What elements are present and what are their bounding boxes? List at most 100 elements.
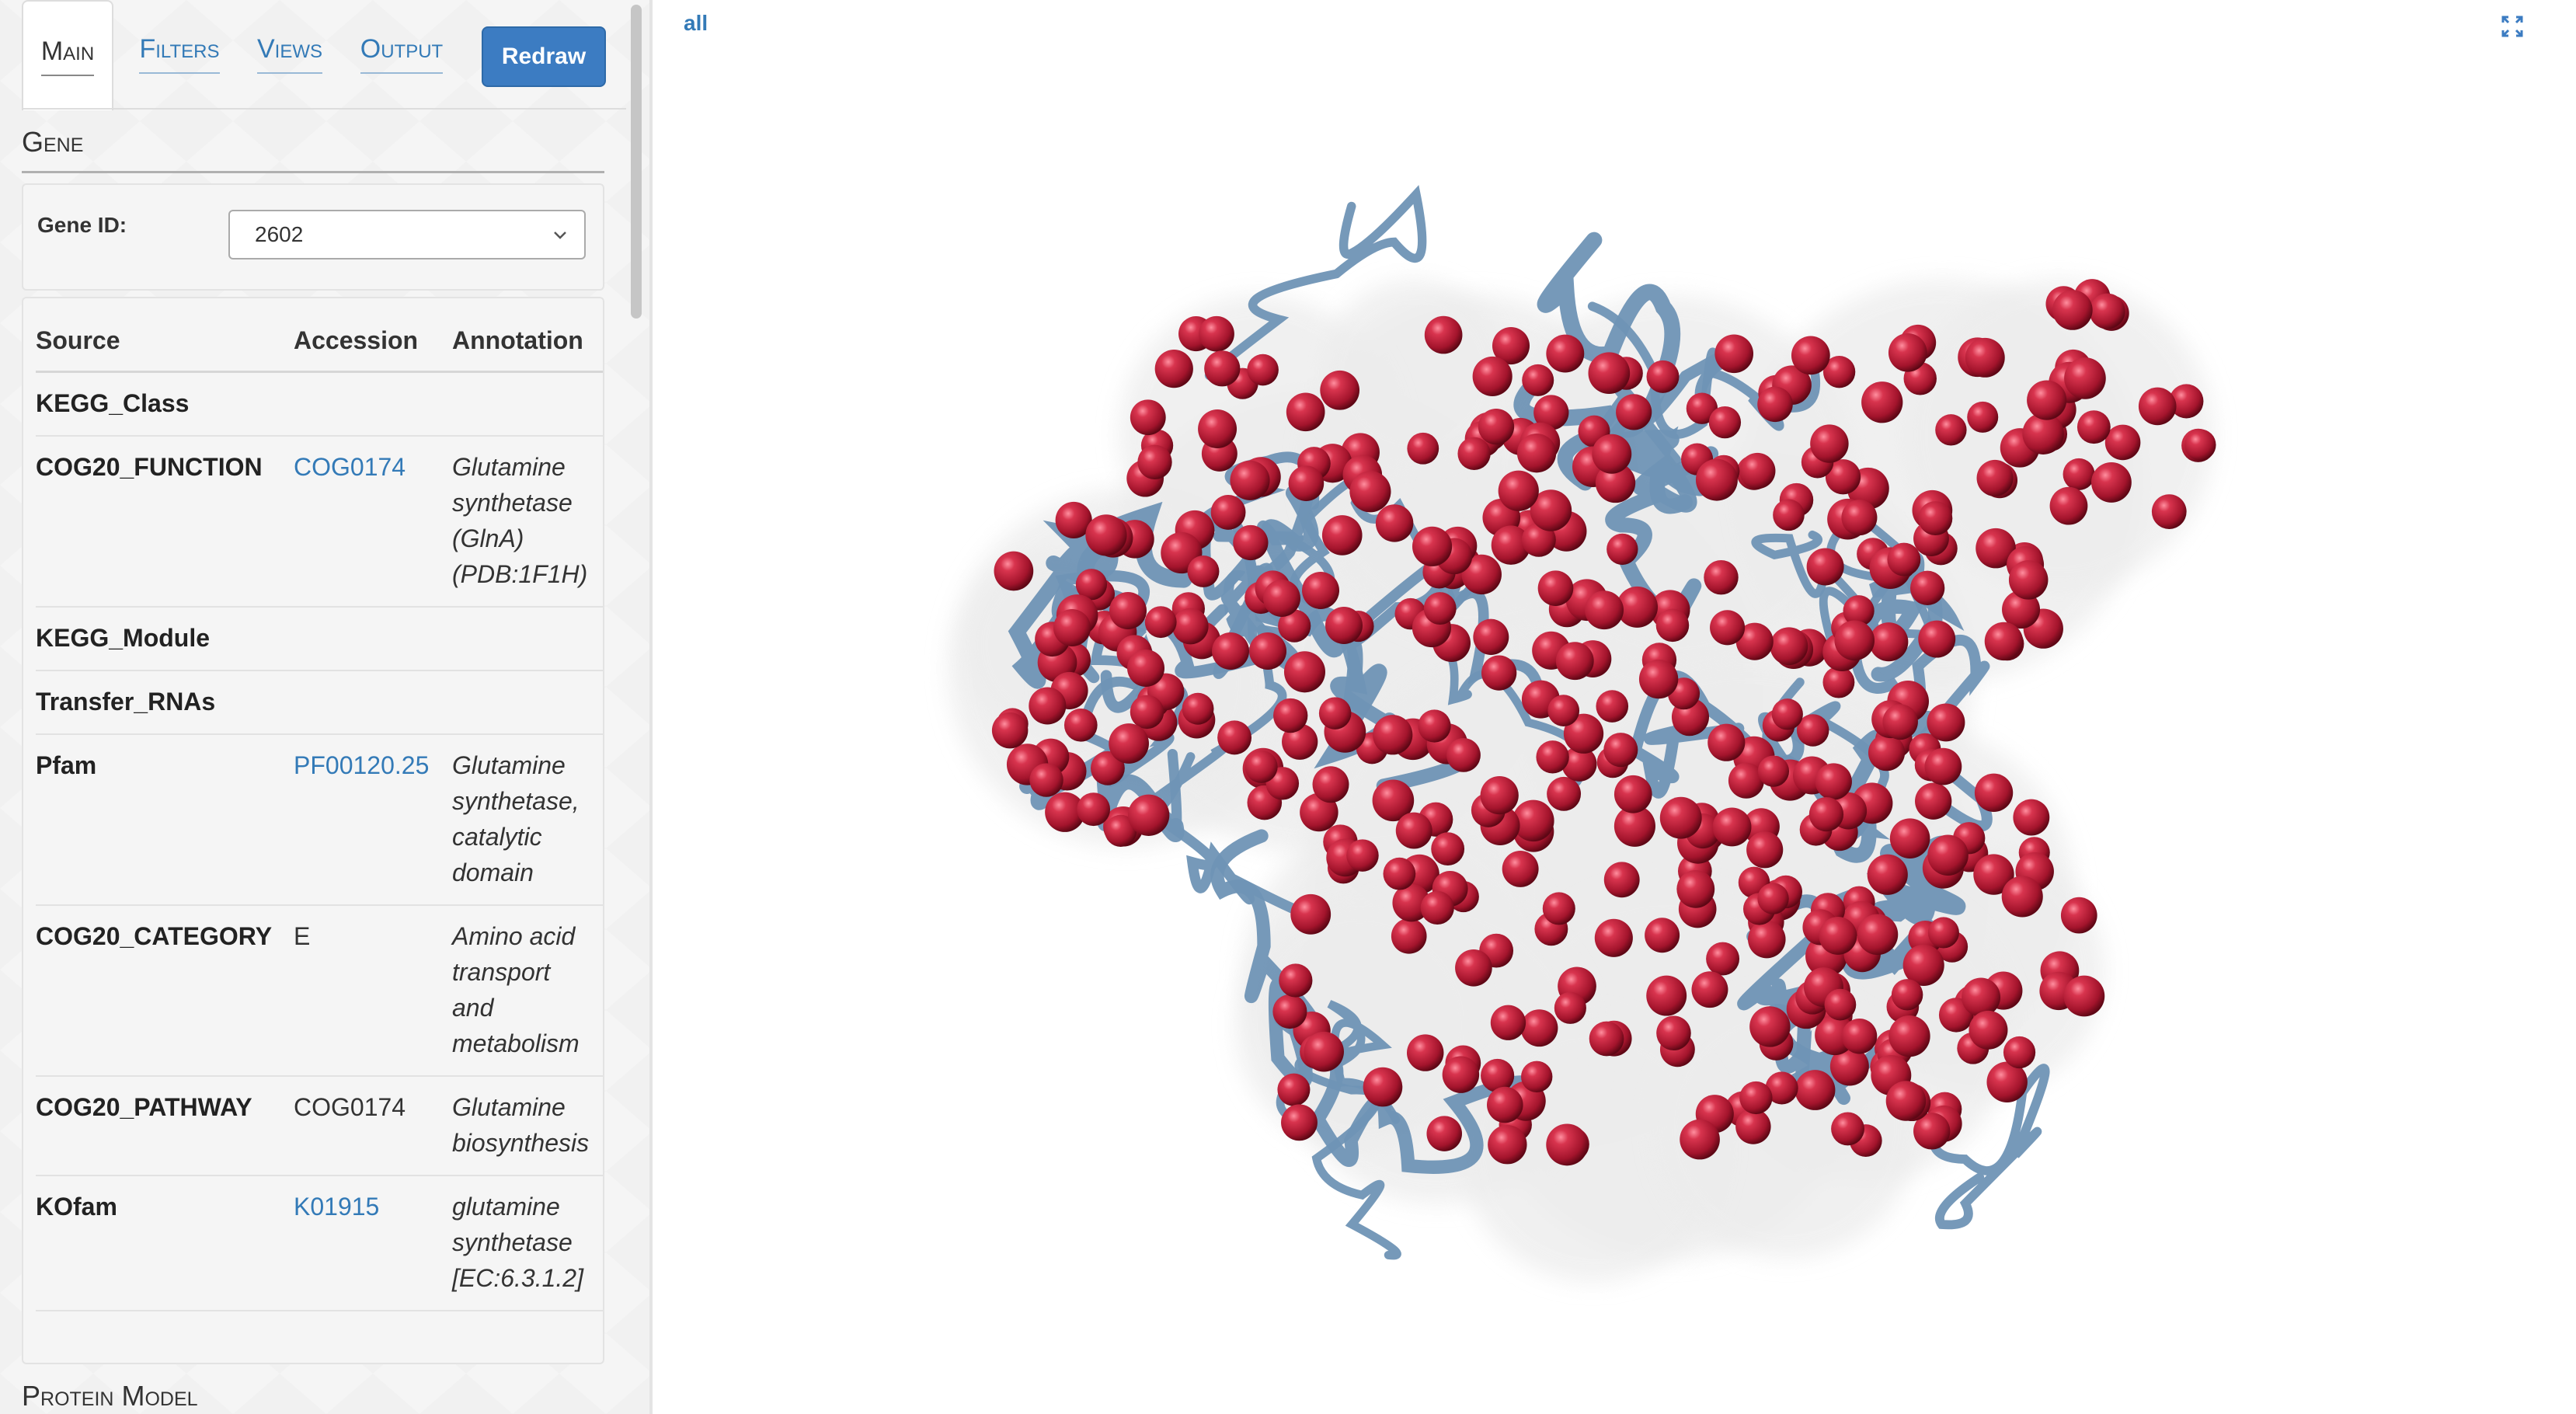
expand-icon[interactable] (2500, 14, 2525, 39)
atom-sphere (1918, 620, 1956, 658)
atom-sphere (1810, 424, 1849, 463)
atom-sphere (1144, 606, 1177, 639)
row-annotation (452, 670, 603, 735)
atom-sphere (1547, 695, 1580, 726)
atom-sphere (1868, 734, 1906, 771)
annotation-line: Amino acid (452, 922, 576, 950)
row-annotation: Glutamine biosynthesis (452, 1076, 603, 1176)
atom-sphere (1407, 432, 1439, 465)
atom-sphere (1171, 608, 1209, 645)
atom-sphere (1391, 918, 1427, 954)
redraw-button[interactable]: Redraw (482, 26, 606, 87)
atom-sphere (1592, 434, 1632, 474)
atom-sphere (1808, 796, 1844, 832)
tab-filters[interactable]: Filters (129, 0, 230, 107)
annotation-line: catalytic (452, 823, 542, 851)
atom-sphere (1521, 522, 1556, 557)
atom-sphere (1288, 465, 1325, 502)
atom-sphere (1686, 392, 1718, 424)
atom-sphere (1765, 1071, 1798, 1105)
atom-sphere (1273, 698, 1308, 733)
atom-sphere (1613, 775, 1652, 813)
atom-sphere (1199, 315, 1234, 352)
atom-sphere (1154, 350, 1193, 388)
atom-sphere (1967, 401, 1999, 433)
atom-sphere (1825, 459, 1861, 495)
atom-sphere (1063, 708, 1098, 742)
row-annotation (452, 371, 603, 437)
atom-sphere (1645, 918, 1680, 953)
accession-link[interactable]: PF00120.25 (294, 734, 452, 906)
atom-sphere (1395, 812, 1432, 849)
atom-sphere (1055, 501, 1092, 539)
atom-sphere (1708, 406, 1742, 439)
tab-main-label: Main (40, 37, 95, 76)
annotation-line: glutamine (452, 1193, 560, 1221)
atom-sphere (1603, 862, 1640, 898)
atom-sphere (1646, 360, 1680, 393)
tab-main[interactable]: Main (22, 0, 113, 110)
settings-panel: Main Filters Views Output Redraw Gene Ge… (0, 0, 653, 1414)
atom-sphere (2002, 590, 2041, 629)
annotation-line: Glutamine (452, 751, 566, 779)
accession-link[interactable]: COG0174 (294, 436, 452, 608)
atom-sphere (1546, 1123, 1589, 1166)
panel-scrollbar-thumb[interactable] (631, 5, 642, 319)
atom-sphere (1927, 703, 1965, 742)
atom-sphere (1278, 609, 1311, 643)
selection-label[interactable]: all (684, 11, 708, 35)
protein-structure-render[interactable] (673, 0, 2548, 1408)
atom-sphere (1392, 883, 1431, 922)
atom-sphere (1757, 755, 1790, 787)
tab-output-label: Output (360, 34, 444, 74)
atom-sphere (1659, 796, 1702, 839)
row-accession: E (294, 905, 452, 1077)
atom-sphere (1984, 622, 2024, 661)
atom-sphere (1130, 695, 1164, 730)
atom-sphere (2003, 1036, 2036, 1069)
atom-sphere (1589, 1021, 1624, 1057)
atom-sphere (1491, 525, 1531, 565)
atom-sphere (1607, 533, 1638, 566)
tab-output[interactable]: Output (348, 0, 455, 107)
atom-sphere (1841, 500, 1878, 536)
atom-sphere (1279, 963, 1313, 998)
atom-sphere (1210, 495, 1246, 530)
row-annotation: Glutamine synthetase, catalytic domain (452, 734, 603, 906)
atom-sphere (1735, 1109, 1771, 1144)
atom-sphere (1283, 651, 1325, 693)
atom-sphere (1472, 356, 1513, 397)
atom-sphere (1481, 655, 1517, 691)
atom-sphere (1915, 782, 1952, 820)
atom-sphere (1913, 1113, 1951, 1150)
accession-link[interactable]: K01915 (294, 1175, 452, 1311)
table-row: KEGG_Module (36, 607, 603, 671)
atom-sphere (1536, 740, 1569, 774)
atom-sphere (1909, 570, 1945, 605)
atom-sphere (1373, 715, 1413, 755)
table-header-row: Source Accession Annotation (36, 326, 603, 373)
main-tabs: Main Filters Views Output (22, 0, 612, 110)
atom-sphere (2063, 975, 2105, 1017)
atom-sphere (1277, 1073, 1311, 1106)
tab-views[interactable]: Views (249, 0, 331, 107)
annotation-line: synthetase (452, 1228, 573, 1256)
atom-sphere (1656, 1015, 1691, 1051)
row-source: KEGG_Module (36, 607, 294, 671)
atom-sphere (1710, 610, 1746, 646)
row-source: Pfam (36, 734, 294, 906)
atom-sphere (2104, 424, 2141, 461)
atom-sphere (1423, 592, 1457, 625)
annotation-line: (PDB:1F1H) (452, 560, 588, 588)
atom-sphere (1075, 569, 1108, 601)
atom-sphere (2008, 560, 2049, 600)
atom-sphere (1461, 554, 1502, 595)
table-row: KEGG_Class (36, 371, 603, 437)
gene-id-select[interactable]: 2602 (228, 210, 586, 259)
atom-spheres (991, 279, 2216, 1166)
atom-sphere (1137, 444, 1172, 480)
atom-sphere (1794, 1070, 1836, 1110)
annotation-line: metabolism (452, 1029, 580, 1057)
tabs-divider (22, 108, 626, 110)
atom-sphere (1829, 1047, 1869, 1086)
